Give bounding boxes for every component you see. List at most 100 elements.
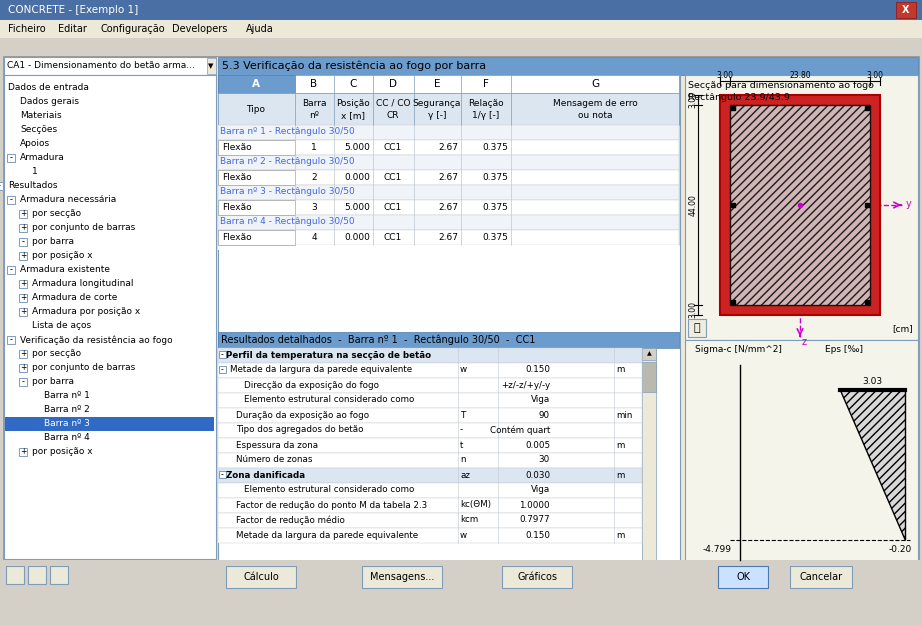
Bar [0, 0, 922, 20]
Text: +: + [19, 294, 26, 302]
Bar [19, 308, 27, 316]
Text: Perfil da temperatura na secção de betão: Perfil da temperatura na secção de betão [226, 351, 431, 359]
Bar [19, 238, 27, 246]
Text: w: w [460, 366, 467, 374]
Text: Resultados: Resultados [8, 182, 57, 190]
Bar [19, 294, 27, 302]
Text: Rectângulo 23.9/43.9: Rectângulo 23.9/43.9 [688, 93, 790, 101]
Text: m: m [616, 441, 624, 449]
Text: 0.375: 0.375 [482, 232, 508, 242]
Text: 5.000: 5.000 [344, 143, 370, 151]
Bar [218, 348, 642, 363]
Bar [218, 498, 642, 513]
Bar [218, 453, 642, 468]
Polygon shape [840, 390, 905, 540]
Text: 44.00: 44.00 [689, 194, 698, 216]
Bar [218, 57, 918, 75]
Text: 0.7977: 0.7977 [519, 515, 550, 525]
Bar [219, 366, 226, 373]
Text: ou nota: ou nota [578, 111, 612, 120]
Text: z: z [802, 337, 807, 347]
Text: Barra nº 3: Barra nº 3 [44, 419, 89, 429]
Text: por barra: por barra [32, 377, 74, 386]
Text: Factor de redução do ponto M da tabela 2.3: Factor de redução do ponto M da tabela 2… [236, 501, 427, 510]
Text: 30: 30 [538, 456, 550, 464]
Bar [685, 340, 918, 580]
Text: Dados gerais: Dados gerais [20, 98, 79, 106]
Bar [4, 75, 216, 559]
Text: OK: OK [736, 572, 750, 582]
Text: Barra nº 2: Barra nº 2 [44, 406, 89, 414]
Text: Armadura necessária: Armadura necessária [20, 195, 116, 205]
Text: Cancelar: Cancelar [799, 572, 843, 582]
Bar [218, 75, 680, 559]
Text: Flexão: Flexão [222, 173, 252, 182]
Text: +: + [19, 349, 26, 359]
Bar [19, 378, 27, 386]
Text: por barra: por barra [32, 237, 74, 247]
Text: Ficheiro: Ficheiro [8, 24, 45, 34]
Bar [730, 105, 870, 305]
Bar [218, 75, 679, 245]
Text: por posição x: por posição x [32, 448, 92, 456]
Bar [218, 528, 642, 543]
Text: m: m [616, 530, 624, 540]
Text: 5.000: 5.000 [344, 202, 370, 212]
Text: por posição x: por posição x [32, 252, 92, 260]
Text: Relação: Relação [468, 98, 503, 108]
Bar [218, 363, 642, 378]
Text: 0.375: 0.375 [482, 173, 508, 182]
Text: +z/-z/+y/-y: +z/-z/+y/-y [501, 381, 550, 389]
Bar [19, 210, 27, 218]
Text: CC1: CC1 [384, 232, 402, 242]
Text: +: + [19, 364, 26, 372]
Bar [7, 196, 15, 204]
Text: 90: 90 [538, 411, 550, 419]
Text: -0.20: -0.20 [889, 545, 912, 555]
Text: +: + [19, 307, 26, 317]
Bar [218, 423, 642, 438]
Text: Direcção da exposição do fogo: Direcção da exposição do fogo [244, 381, 379, 389]
Text: az: az [460, 471, 470, 480]
Bar [19, 252, 27, 260]
Text: Barra nº 3 - Rectângulo 30/50: Barra nº 3 - Rectângulo 30/50 [220, 188, 355, 197]
Bar [218, 408, 642, 423]
Bar [642, 362, 656, 392]
Text: Zona danificada: Zona danificada [226, 471, 305, 480]
Bar [685, 75, 918, 340]
Bar [790, 566, 852, 588]
Text: n: n [460, 456, 466, 464]
Text: T: T [460, 411, 466, 419]
Text: Barra nº 1: Barra nº 1 [44, 391, 89, 401]
Bar [218, 140, 679, 155]
Text: E: E [433, 79, 440, 89]
Text: [cm]: [cm] [892, 324, 913, 334]
Text: 1: 1 [32, 168, 38, 177]
Text: Armadura de corte: Armadura de corte [32, 294, 117, 302]
Bar [502, 566, 572, 588]
Text: CR: CR [386, 111, 399, 120]
Text: min: min [616, 411, 632, 419]
Text: por conjunto de barras: por conjunto de barras [32, 223, 136, 232]
Bar [3, 56, 919, 581]
Text: 3.03: 3.03 [862, 377, 882, 386]
Text: Dados de entrada: Dados de entrada [8, 83, 89, 93]
Text: kcm: kcm [460, 515, 479, 525]
Text: 0.150: 0.150 [525, 530, 550, 540]
Text: Secções: Secções [20, 125, 57, 135]
Text: 🔥: 🔥 [693, 323, 701, 333]
Text: -: - [220, 471, 223, 480]
Text: γ [-]: γ [-] [428, 111, 446, 120]
Text: Segurança: Segurança [413, 98, 461, 108]
Bar [218, 170, 679, 185]
Bar [50, 566, 68, 584]
Text: Configuração: Configuração [100, 24, 165, 34]
Text: 0.030: 0.030 [525, 471, 550, 480]
Bar [0, 182, 3, 190]
Bar [218, 185, 679, 200]
Text: Posição: Posição [337, 98, 370, 108]
Text: Verificação da resistência ao fogo: Verificação da resistência ao fogo [20, 336, 172, 345]
Text: CONCRETE - [Exemplo 1]: CONCRETE - [Exemplo 1] [8, 5, 138, 15]
Text: Elemento estrutural considerado como: Elemento estrutural considerado como [244, 396, 414, 404]
Text: 1/γ [-]: 1/γ [-] [472, 111, 500, 120]
